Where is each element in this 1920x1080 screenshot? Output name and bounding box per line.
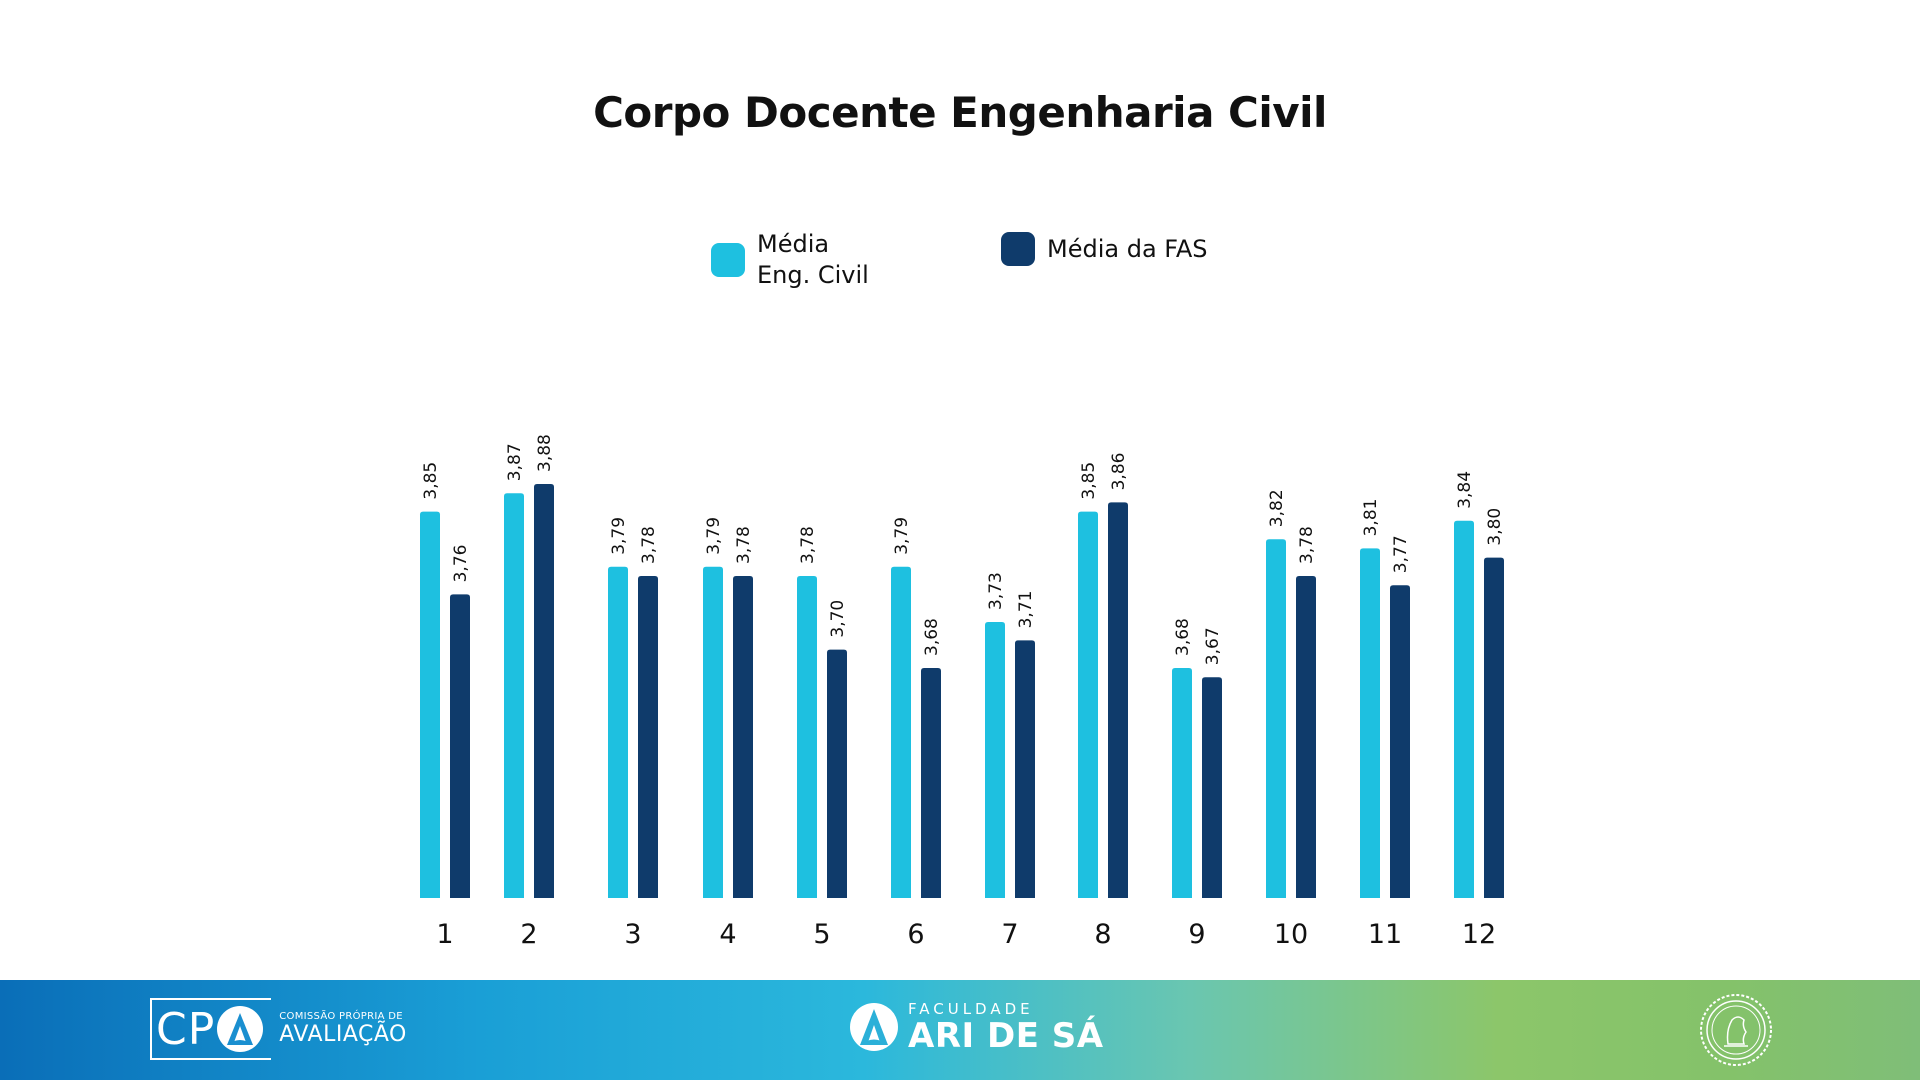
bar-series1-cat1 — [420, 511, 440, 898]
cpa-logo-title: AVALIAÇÃO — [279, 1022, 407, 1047]
cpa-logo: CP COMISSÃO PRÓPRIA DE AVALIAÇÃO — [150, 998, 407, 1060]
x-tick-label-12: 12 — [1462, 919, 1496, 950]
bar-series1-cat3 — [608, 566, 628, 898]
bar-series2-cat11 — [1390, 585, 1410, 898]
x-tick-label-7: 7 — [1001, 919, 1018, 950]
data-label-series2-cat11: 3,77 — [1391, 535, 1411, 573]
data-label-series1-cat11: 3,81 — [1361, 499, 1381, 537]
bar-series1-cat2 — [504, 493, 524, 898]
x-tick-label-2: 2 — [520, 919, 537, 950]
bar-series2-cat1 — [450, 594, 470, 898]
legend-swatch-fas — [1001, 232, 1035, 266]
data-label-series2-cat12: 3,80 — [1485, 508, 1505, 546]
bar-series1-cat11 — [1360, 548, 1380, 898]
footer-banner: CP COMISSÃO PRÓPRIA DE AVALIAÇÃO FACULDA… — [0, 980, 1920, 1080]
bar-series1-cat6 — [891, 566, 911, 898]
data-label-series2-cat6: 3,68 — [922, 618, 942, 656]
bar-series2-cat6 — [921, 668, 941, 898]
bar-series2-cat10 — [1296, 576, 1316, 898]
data-label-series2-cat8: 3,86 — [1109, 453, 1129, 491]
bar-series1-cat9 — [1172, 668, 1192, 898]
data-label-series2-cat2: 3,88 — [535, 434, 555, 472]
x-tick-label-8: 8 — [1094, 919, 1111, 950]
data-label-series1-cat9: 3,68 — [1173, 618, 1193, 656]
data-label-series2-cat10: 3,78 — [1297, 526, 1317, 564]
bar-series1-cat8 — [1078, 511, 1098, 898]
data-label-series1-cat7: 3,73 — [986, 572, 1006, 610]
data-label-series2-cat4: 3,78 — [734, 526, 754, 564]
bar-series1-cat7 — [985, 622, 1005, 898]
data-label-series1-cat3: 3,79 — [609, 517, 629, 555]
x-tick-label-9: 9 — [1188, 919, 1205, 950]
bar-series2-cat5 — [827, 649, 847, 898]
institution-seal-icon — [1700, 994, 1772, 1066]
fas-logo: FACULDADE ARI DE SÁ — [848, 1000, 1104, 1054]
bar-series2-cat7 — [1015, 640, 1035, 898]
legend-label-fas: Média da FAS — [1047, 234, 1208, 263]
data-label-series1-cat5: 3,78 — [798, 526, 818, 564]
bar-series2-cat8 — [1108, 502, 1128, 898]
legend-label-eng-civil: Média Eng. Civil — [757, 230, 869, 289]
bar-series2-cat3 — [638, 576, 658, 898]
legend-item-eng-civil: Média Eng. Civil — [711, 229, 869, 291]
x-tick-label-4: 4 — [719, 919, 736, 950]
bar-series2-cat4 — [733, 576, 753, 898]
bar-chart: 3,85 3,87 3,79 3,79 3,78 3,79 3,73 3,85 3,68 3,82… — [420, 434, 1505, 950]
data-label-series2-cat1: 3,76 — [451, 545, 471, 583]
fas-a-icon — [850, 1003, 898, 1051]
cpa-logo-frame: CP — [150, 998, 272, 1060]
x-tick-label-11: 11 — [1368, 919, 1402, 950]
bar-series1-cat12 — [1454, 520, 1474, 898]
chart-title: Corpo Docente Engenharia Civil — [593, 88, 1327, 137]
data-label-series1-cat1: 3,85 — [421, 462, 441, 500]
cpa-logo-subtitle: COMISSÃO PRÓPRIA DE — [279, 1011, 403, 1022]
x-tick-label-3: 3 — [624, 919, 641, 950]
bar-series1-cat5 — [797, 576, 817, 898]
data-label-series1-cat12: 3,84 — [1455, 471, 1475, 509]
data-label-series1-cat2: 3,87 — [505, 443, 525, 481]
data-label-series1-cat10: 3,82 — [1267, 489, 1287, 527]
x-tick-label-6: 6 — [907, 919, 924, 950]
cpa-logo-letters: CP — [156, 1003, 216, 1055]
data-label-series2-cat5: 3,70 — [828, 600, 848, 638]
legend-swatch-eng-civil — [711, 243, 745, 277]
x-tick-label-10: 10 — [1274, 919, 1308, 950]
legend-item-fas: Média da FAS — [1001, 232, 1208, 266]
x-tick-label-1: 1 — [436, 919, 453, 950]
fas-logo-subtitle: FACULDADE — [908, 1000, 1034, 1018]
data-label-series1-cat4: 3,79 — [704, 517, 724, 555]
data-label-series1-cat6: 3,79 — [892, 517, 912, 555]
cpa-a-icon — [217, 1006, 264, 1052]
data-label-series2-cat7: 3,71 — [1016, 591, 1036, 629]
x-tick-label-5: 5 — [813, 919, 830, 950]
data-label-series1-cat8: 3,85 — [1079, 462, 1099, 500]
data-label-series2-cat9: 3,67 — [1203, 627, 1223, 665]
bar-series2-cat12 — [1484, 557, 1504, 898]
bar-series2-cat2 — [534, 484, 554, 898]
bar-series2-cat9 — [1202, 677, 1222, 898]
data-label-series2-cat3: 3,78 — [639, 526, 659, 564]
bar-series1-cat10 — [1266, 539, 1286, 898]
fas-logo-title: ARI DE SÁ — [908, 1016, 1104, 1056]
bar-series1-cat4 — [703, 566, 723, 898]
